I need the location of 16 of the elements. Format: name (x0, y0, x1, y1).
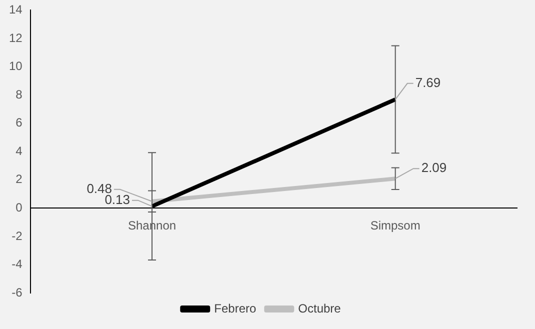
y-tick-label: 10 (8, 59, 23, 74)
y-tick-label: 2 (16, 172, 23, 186)
y-tick-label: 4 (16, 144, 23, 158)
y-tick-label: 8 (16, 87, 23, 102)
data-label: 2.09 (421, 160, 447, 176)
y-tick-label: -4 (12, 257, 23, 272)
y-tick-label: 14 (8, 2, 23, 17)
y-tick-label: 6 (16, 116, 23, 130)
y-tick-label: -2 (12, 228, 23, 243)
y-tick-label: -6 (12, 285, 23, 300)
y-tick-label: 12 (8, 30, 23, 45)
legend-label: Febrero (214, 301, 256, 316)
data-label: 7.69 (415, 75, 441, 90)
x-tick-label: Simpsom (370, 218, 420, 233)
legend-label: Octubre (298, 301, 342, 316)
y-tick-label: 0 (16, 200, 23, 214)
